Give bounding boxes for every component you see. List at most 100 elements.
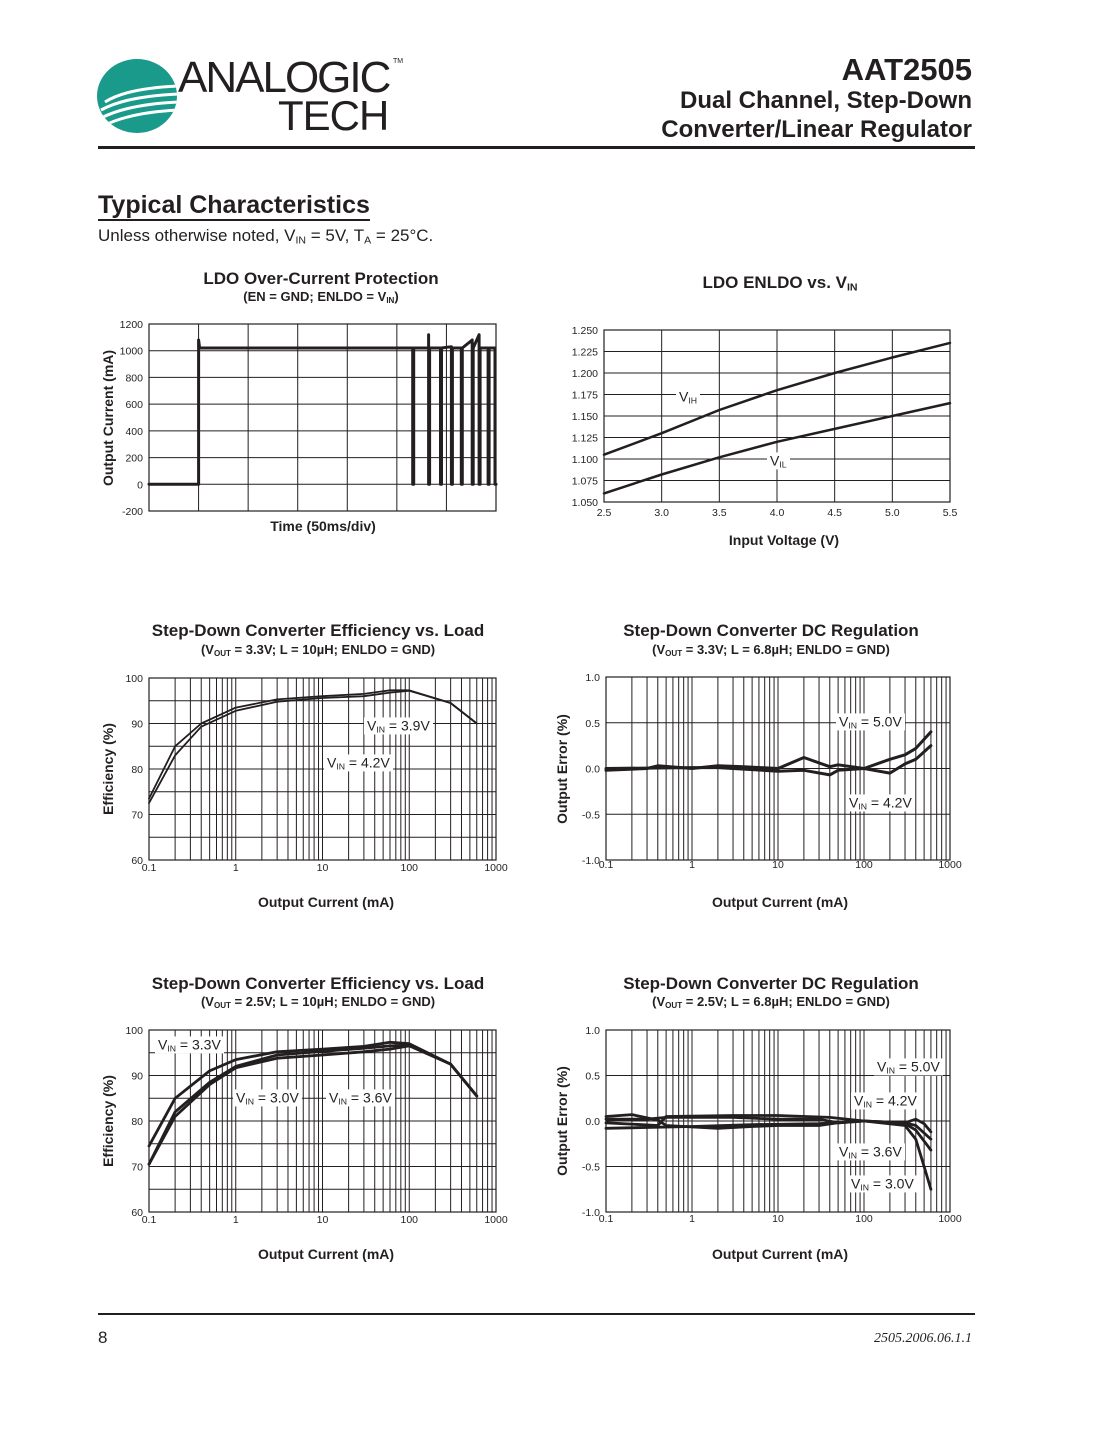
- series-annotation: VIN = 5.0V: [836, 713, 905, 731]
- x-tick-label: 100: [855, 1213, 873, 1225]
- grid: [148, 323, 497, 512]
- x-tick-label: 1000: [484, 862, 508, 874]
- series-line-3: [604, 1114, 933, 1152]
- chart-subtitle: (VOUT = 3.3V; L = 6.8µH; ENLDO = GND): [652, 642, 890, 658]
- text-part: = 2.5V; L = 6.8µH; ENLDO = GND): [682, 994, 890, 1009]
- y-tick-label: -0.5: [582, 809, 600, 821]
- x-tick-label: 0.1: [599, 859, 614, 871]
- subscript: IN: [338, 1096, 348, 1107]
- x-tick-label: 1: [233, 1214, 239, 1226]
- y-tick-label: 80: [131, 764, 143, 776]
- subscript: IN: [848, 720, 858, 731]
- y-tick-label: 90: [131, 719, 143, 731]
- chart-title: Step-Down Converter DC Regulation: [623, 621, 919, 641]
- text-part: V: [327, 754, 337, 771]
- y-tick-label: -1.0: [582, 855, 600, 867]
- text-part: Step-Down Converter Efficiency vs. Load: [151, 974, 485, 993]
- series-annotation: VIN = 4.2V: [324, 754, 393, 772]
- y-tick-label: -1.0: [582, 1207, 600, 1219]
- plot-frame: [605, 1029, 951, 1213]
- y-tick-label: 1000: [120, 346, 144, 358]
- y-tick-label: 0.0: [585, 764, 600, 776]
- plot-frame: [148, 1029, 497, 1213]
- subscript: IN: [376, 724, 386, 735]
- text-part: V: [679, 388, 689, 405]
- y-axis-label: Efficiency (%): [100, 1075, 116, 1167]
- x-tick-label: 10: [772, 859, 784, 871]
- subscript: IN: [336, 761, 346, 772]
- series-annotation: VIL: [767, 452, 790, 470]
- note-sub: IN: [295, 234, 307, 247]
- text-part: = 3.3V: [176, 1036, 221, 1053]
- series-line-2: [148, 689, 478, 804]
- y-tick-label: 0: [137, 479, 143, 491]
- text-part: = 4.2V: [867, 794, 912, 811]
- y-tick-label: 200: [125, 453, 143, 465]
- text-part: V: [877, 1058, 887, 1075]
- text-part: V: [849, 794, 859, 811]
- y-tick-label: 600: [125, 399, 143, 411]
- logo-trademark: TM: [393, 58, 404, 65]
- series-annotation: VIN = 4.2V: [851, 1092, 920, 1110]
- footer-rule: [98, 1313, 975, 1315]
- grid: [148, 677, 496, 861]
- text-part: V: [839, 1143, 849, 1160]
- y-tick-label: -0.5: [582, 1162, 600, 1174]
- text-part: = 3.3V; L = 6.8µH; ENLDO = GND): [682, 642, 890, 657]
- subscript: IH: [688, 395, 698, 406]
- series-annotation: VIH: [676, 388, 701, 406]
- chart-subtitle: (VOUT = 2.5V; L = 10µH; ENLDO = GND): [201, 994, 435, 1010]
- chart-plot: -200 0 200 400 600 800 1000 1200: [120, 319, 498, 518]
- text-part: = 3.0V: [254, 1089, 299, 1106]
- text-part: LDO ENLDO vs. V: [702, 273, 847, 292]
- y-tick-label: -200: [122, 506, 143, 518]
- logo-text-tech: TECH: [278, 92, 389, 139]
- x-tick-label: 1000: [938, 1213, 962, 1225]
- series-line-2: [604, 744, 933, 777]
- text-part: (V: [200, 642, 214, 657]
- text-part: V: [367, 717, 377, 734]
- text-part: = 4.2V: [872, 1092, 917, 1109]
- plot-frame: [148, 323, 497, 512]
- analogictech-logo-mark: [97, 59, 177, 133]
- x-tick-label: 100: [400, 1214, 418, 1226]
- x-tick-label: 1000: [484, 1214, 508, 1226]
- note-text: = 5V, T: [306, 226, 365, 245]
- y-tick-label: 80: [131, 1116, 143, 1128]
- chart-title: Step-Down Converter Efficiency vs. Load: [152, 974, 485, 994]
- x-axis-label: Output Current (mA): [711, 894, 849, 910]
- series-line-1: [148, 689, 478, 800]
- series-line-1: [604, 1113, 933, 1134]
- y-tick-label: 1.225: [572, 347, 598, 359]
- x-tick-label: 2.5: [597, 507, 612, 519]
- y-tick-label: 800: [125, 372, 143, 384]
- subscript: OUT: [213, 649, 231, 658]
- y-tick-label: 400: [125, 426, 143, 438]
- text-part: = 3.0V: [869, 1175, 914, 1192]
- chart-plot: 60 70 80 90 100 0.1 1 10 100 1000: [125, 673, 507, 874]
- chart-title: Step-Down Converter Efficiency vs. Load: [152, 621, 485, 641]
- text-part: = 3.6V: [347, 1089, 392, 1106]
- text-part: ): [394, 289, 399, 304]
- y-axis-label: Output Error (%): [554, 1066, 570, 1176]
- x-tick-label: 5.5: [943, 507, 958, 519]
- y-tick-label: 1.175: [572, 390, 598, 402]
- y-tick-label: 100: [125, 1025, 143, 1037]
- y-tick-label: 90: [131, 1071, 143, 1083]
- subscript: IN: [847, 281, 858, 294]
- text-part: = 3.9V: [385, 717, 430, 734]
- text-part: V: [329, 1089, 339, 1106]
- text-part: (EN = GND; ENLDO = V: [243, 289, 387, 304]
- text-part: (V: [200, 994, 214, 1009]
- x-axis-label: Input Voltage (V): [728, 532, 840, 548]
- text-part: = 2.5V; L = 10µH; ENLDO = GND): [230, 994, 436, 1009]
- y-tick-label: 1.125: [572, 433, 598, 445]
- page-number: 8: [98, 1328, 108, 1347]
- logo-text-analogic: ANALOGIC: [178, 53, 391, 102]
- text-part: = 3.6V: [857, 1143, 902, 1160]
- text-part: V: [851, 1175, 861, 1192]
- y-tick-label: 1.100: [572, 454, 598, 466]
- subscript: OUT: [665, 1001, 683, 1010]
- note-text: Unless otherwise noted, V: [98, 226, 296, 245]
- x-tick-label: 10: [772, 1213, 784, 1225]
